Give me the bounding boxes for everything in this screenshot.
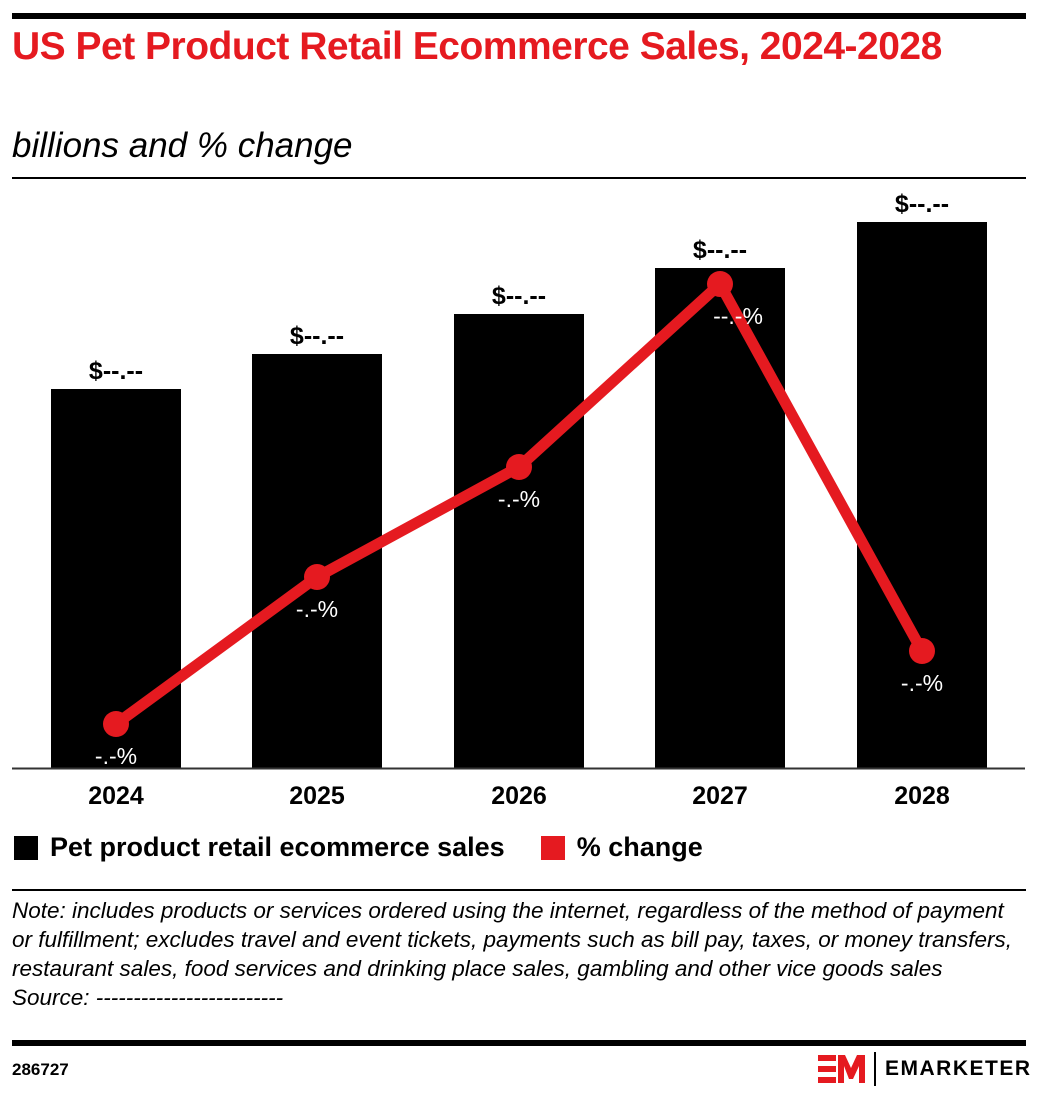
change-value-label: -.-% xyxy=(296,596,338,622)
top-rule xyxy=(12,13,1026,19)
legend-label: % change xyxy=(576,832,703,862)
note-text: Note: includes products or services orde… xyxy=(12,898,1013,981)
note-rule xyxy=(12,889,1026,891)
emarketer-logo: EMARKETER xyxy=(818,1052,1032,1086)
legend-item-change: % change xyxy=(540,832,703,863)
chart-title: US Pet Product Retail Ecommerce Sales, 2… xyxy=(12,25,942,68)
change-point-2026 xyxy=(506,454,532,480)
legend: Pet product retail ecommerce sales % cha… xyxy=(14,832,739,863)
change-value-label: -.-% xyxy=(95,743,137,769)
bar-2025 xyxy=(252,354,382,768)
x-tick-2026: 2026 xyxy=(491,782,547,810)
x-tick-2027: 2027 xyxy=(692,782,748,810)
bar-2024 xyxy=(51,389,181,768)
bar-value-label: $--.-- xyxy=(89,357,143,385)
em-logo-icon xyxy=(818,1055,865,1083)
bar-2026 xyxy=(454,314,584,768)
change-point-2028 xyxy=(909,638,935,664)
bar-series xyxy=(51,222,987,768)
footnote: Note: includes products or services orde… xyxy=(12,896,1026,1012)
legend-swatch-black xyxy=(14,835,38,860)
logo-divider xyxy=(874,1052,876,1086)
chart-plot: $--.--$--.--$--.--$--.--$--.-- -.-%-.-%-… xyxy=(12,190,1025,810)
chart-id: 286727 xyxy=(12,1060,69,1079)
bar-value-labels: $--.-- $--.-- $--.-- $--.-- $--.-- xyxy=(89,190,949,385)
legend-label: Pet product retail ecommerce sales xyxy=(50,832,505,862)
x-tick-2024: 2024 xyxy=(88,782,144,810)
footer-rule xyxy=(12,1040,1026,1046)
legend-swatch-red xyxy=(540,835,565,860)
x-axis-tick-labels: 2024 2025 2026 2027 2028 xyxy=(88,782,950,810)
change-point-2025 xyxy=(304,564,330,590)
bar-value-label: $--.-- xyxy=(290,322,344,350)
change-point-2027 xyxy=(707,271,733,297)
bar-2028 xyxy=(857,222,987,768)
bar-value-label: $--.-- xyxy=(492,282,546,310)
legend-item-sales: Pet product retail ecommerce sales xyxy=(14,832,505,863)
source-text: Source: ------------------------- xyxy=(12,985,284,1010)
x-tick-2028: 2028 xyxy=(894,782,950,810)
change-value-label: --.-% xyxy=(713,303,763,329)
change-point-2024 xyxy=(103,711,129,737)
bar-2027 xyxy=(655,268,785,768)
bar-value-label: $--.-- xyxy=(693,236,747,264)
chart-subtitle: billions and % change xyxy=(12,126,353,165)
header-rule xyxy=(12,177,1026,179)
line-series: -.-% -.-% -.-% --.-% -.-% xyxy=(95,271,943,769)
x-tick-2025: 2025 xyxy=(289,782,345,810)
change-value-label: -.-% xyxy=(901,670,943,696)
brand-wordmark: EMARKETER xyxy=(885,1057,1032,1080)
change-value-label: -.-% xyxy=(498,486,540,512)
bar-value-label: $--.-- xyxy=(895,190,949,218)
